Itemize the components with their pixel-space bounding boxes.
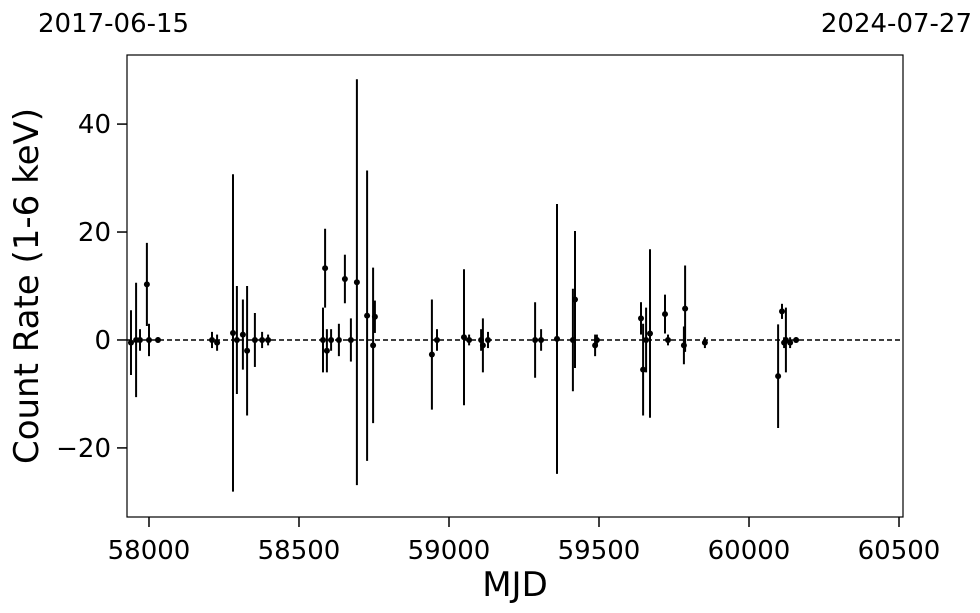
- data-point: [145, 336, 152, 343]
- data-point: [233, 336, 240, 343]
- y-axis-label: Count Rate (1-6 keV): [7, 108, 47, 464]
- data-point: [665, 336, 672, 343]
- data-point: [143, 281, 150, 288]
- data-point: [370, 342, 377, 349]
- data-point: [779, 308, 786, 315]
- plot-frame: [126, 54, 904, 518]
- x-tick-label: 60000: [708, 536, 791, 566]
- data-point: [593, 336, 600, 343]
- x-tick-label: 60500: [858, 536, 941, 566]
- data-point: [701, 339, 708, 346]
- data-point: [662, 311, 669, 318]
- data-point: [239, 331, 246, 338]
- data-point: [154, 336, 161, 343]
- data-point: [538, 336, 545, 343]
- x-tick-label: 59000: [408, 536, 491, 566]
- data-point: [347, 336, 354, 343]
- data-point: [353, 279, 360, 286]
- data-point: [428, 351, 435, 358]
- data-point: [323, 347, 330, 354]
- data-point: [322, 265, 329, 272]
- data-point: [460, 334, 467, 341]
- y-tick-label: 0: [94, 326, 111, 356]
- y-tick-label: 20: [78, 218, 111, 248]
- data-point: [127, 339, 134, 346]
- x-tick-label: 58000: [108, 536, 191, 566]
- x-tick-label: 58500: [258, 536, 341, 566]
- data-point: [554, 335, 561, 342]
- data-point: [682, 305, 689, 312]
- data-point: [229, 329, 236, 336]
- data-point: [787, 339, 794, 346]
- data-point: [479, 342, 486, 349]
- data-point: [793, 336, 800, 343]
- data-point: [244, 347, 251, 354]
- data-point: [647, 330, 654, 337]
- data-point: [572, 296, 579, 303]
- data-point: [775, 373, 782, 380]
- data-point: [640, 366, 647, 373]
- data-point: [251, 336, 258, 343]
- start-date: 2017-06-15: [38, 9, 189, 39]
- data-point: [214, 339, 221, 346]
- data-point: [433, 336, 440, 343]
- data-point: [466, 336, 473, 343]
- data-point: [638, 315, 645, 322]
- end-date: 2024-07-27: [821, 9, 972, 39]
- x-axis-label: MJD: [482, 565, 548, 605]
- y-tick-label: 40: [78, 110, 111, 140]
- data-point: [341, 275, 348, 282]
- x-tick-label: 59500: [558, 536, 641, 566]
- data-point: [643, 336, 650, 343]
- data-point: [259, 336, 266, 343]
- data-point: [364, 312, 371, 319]
- data-point: [265, 336, 272, 343]
- data-point: [371, 313, 378, 320]
- y-tick-label: −20: [56, 434, 111, 464]
